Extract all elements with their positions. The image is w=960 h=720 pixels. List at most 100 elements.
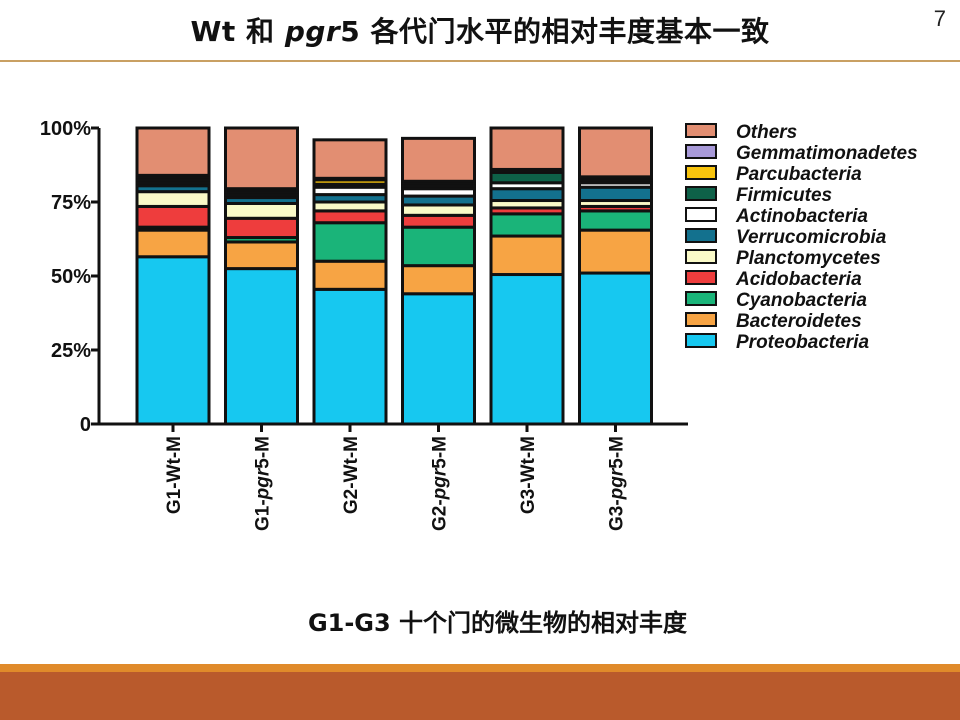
- legend-swatch: [685, 333, 717, 348]
- legend-swatch: [685, 144, 717, 159]
- legend-item: Acidobacteria: [685, 269, 862, 290]
- bar-stack: [135, 126, 211, 426]
- x-tick-label: G2-pgr5-M: [430, 436, 451, 531]
- bar-segment-others: [401, 136, 476, 183]
- bar-stack: [312, 138, 388, 426]
- chart-bars: [135, 126, 653, 426]
- bar-segment-others: [135, 126, 211, 177]
- x-label-prefix: G2-: [430, 499, 451, 531]
- legend-label: Firmicutes: [736, 185, 832, 206]
- y-tick-label: 100%: [40, 118, 91, 140]
- bar-segment-acidobacteria: [401, 213, 476, 229]
- bar-segment-cyanobacteria: [489, 212, 565, 238]
- legend-swatch: [685, 249, 717, 264]
- bar-segment-planctomycetes: [401, 203, 476, 217]
- bar-segment-proteobacteria: [135, 255, 211, 426]
- page-number: 7: [933, 6, 946, 31]
- bar-segment-cyanobacteria: [312, 221, 388, 263]
- x-label-suffix: 5-M: [253, 436, 274, 469]
- bar-segment-others: [489, 126, 565, 171]
- bar-segment-proteobacteria: [489, 273, 565, 426]
- bar-segment-others: [578, 126, 653, 179]
- chart-legend: OthersGemmatimonadetesParcubacteriaFirmi…: [685, 122, 918, 353]
- chart-caption: G1-G3 十个门的微生物的相对丰度: [307, 609, 688, 637]
- legend-swatch: [685, 270, 717, 285]
- chart-x-labels: G1-Wt-MG1-pgr5-MG2-Wt-MG2-pgr5-MG3-Wt-MG…: [164, 436, 628, 531]
- x-label-suffix: -M: [518, 436, 539, 458]
- bar-segment-bacteroidetes: [489, 234, 565, 277]
- legend-label: Parcubacteria: [736, 164, 862, 185]
- legend-label: Others: [736, 122, 797, 143]
- legend-item: Parcubacteria: [685, 164, 862, 185]
- x-label-italic: pgr: [253, 467, 274, 500]
- x-tick-label: G1-Wt-M: [164, 436, 185, 514]
- x-label-suffix: -M: [164, 436, 185, 458]
- bar-stack: [489, 126, 565, 426]
- y-tick-label: 25%: [51, 340, 91, 362]
- bar-segment-bacteroidetes: [401, 264, 476, 296]
- y-tick-label: 75%: [51, 192, 91, 214]
- bar-segment-acidobacteria: [224, 216, 299, 240]
- bar-segment-verrucomicrobia: [578, 185, 653, 203]
- legend-swatch: [685, 165, 717, 180]
- x-label-suffix: -M: [341, 436, 362, 458]
- bar-segment-bacteroidetes: [135, 228, 211, 259]
- bar-segment-others: [224, 126, 299, 191]
- bar-stack: [401, 136, 476, 426]
- legend-label: Proteobacteria: [736, 332, 869, 353]
- legend-item: Firmicutes: [685, 185, 832, 206]
- bar-segment-cyanobacteria: [401, 225, 476, 268]
- slide-title: Wt 和 pgr5 各代门水平的相对丰度基本一致: [0, 10, 960, 50]
- x-label-italic: pgr: [430, 467, 451, 500]
- legend-label: Actinobacteria: [735, 206, 868, 227]
- legend-item: Proteobacteria: [685, 332, 869, 353]
- bar-segment-proteobacteria: [401, 292, 476, 426]
- x-label-prefix: G3-: [518, 482, 539, 514]
- legend-item: Cyanobacteria: [685, 290, 867, 311]
- x-label-italic: Wt: [341, 457, 362, 482]
- legend-label: Bacteroidetes: [736, 311, 862, 332]
- bar-segment-cyanobacteria: [578, 209, 653, 232]
- x-label-italic: Wt: [164, 457, 185, 482]
- x-label-suffix: 5-M: [430, 436, 451, 469]
- bar-segment-proteobacteria: [224, 267, 299, 426]
- title-part2: 5 各代门水平的相对丰度基本一致: [340, 15, 770, 48]
- x-label-italic: Wt: [518, 457, 539, 482]
- legend-item: Gemmatimonadetes: [685, 143, 918, 164]
- bar-segment-planctomycetes: [224, 201, 299, 220]
- legend-item: Planctomycetes: [685, 248, 881, 269]
- legend-swatch: [685, 312, 717, 327]
- legend-label: Verrucomicrobia: [736, 227, 887, 248]
- legend-swatch: [685, 291, 717, 306]
- y-tick-label: 50%: [51, 266, 91, 288]
- legend-label: Gemmatimonadetes: [736, 143, 918, 164]
- bar-segment-verrucomicrobia: [489, 187, 565, 203]
- bar-segment-acidobacteria: [312, 209, 388, 225]
- legend-item: Actinobacteria: [685, 206, 868, 227]
- footer-accent-line: [0, 664, 960, 672]
- bar-segment-bacteroidetes: [312, 259, 388, 291]
- bar-segment-bacteroidetes: [224, 240, 299, 271]
- x-label-prefix: G3-: [607, 499, 628, 531]
- legend-item: Bacteroidetes: [685, 311, 862, 332]
- title-part1: Wt 和: [190, 15, 285, 48]
- bar-segment-acidobacteria: [135, 204, 211, 229]
- legend-label: Cyanobacteria: [736, 290, 867, 311]
- legend-swatch: [685, 207, 717, 222]
- y-tick-label: 0: [80, 414, 91, 436]
- x-label-prefix: G2-: [341, 482, 362, 514]
- legend-swatch: [685, 186, 717, 201]
- x-label-prefix: G1-: [164, 482, 185, 514]
- x-tick-label: G3-pgr5-M: [607, 436, 628, 531]
- bar-stack: [224, 126, 299, 426]
- bar-stack: [578, 126, 653, 426]
- legend-swatch: [685, 123, 717, 138]
- bar-segment-proteobacteria: [312, 287, 388, 426]
- x-label-suffix: 5-M: [607, 436, 628, 469]
- x-label-prefix: G1-: [253, 499, 274, 531]
- legend-item: Verrucomicrobia: [685, 227, 887, 248]
- legend-label: Planctomycetes: [736, 248, 881, 269]
- x-tick-label: G2-Wt-M: [341, 436, 362, 514]
- bar-segment-others: [312, 138, 388, 180]
